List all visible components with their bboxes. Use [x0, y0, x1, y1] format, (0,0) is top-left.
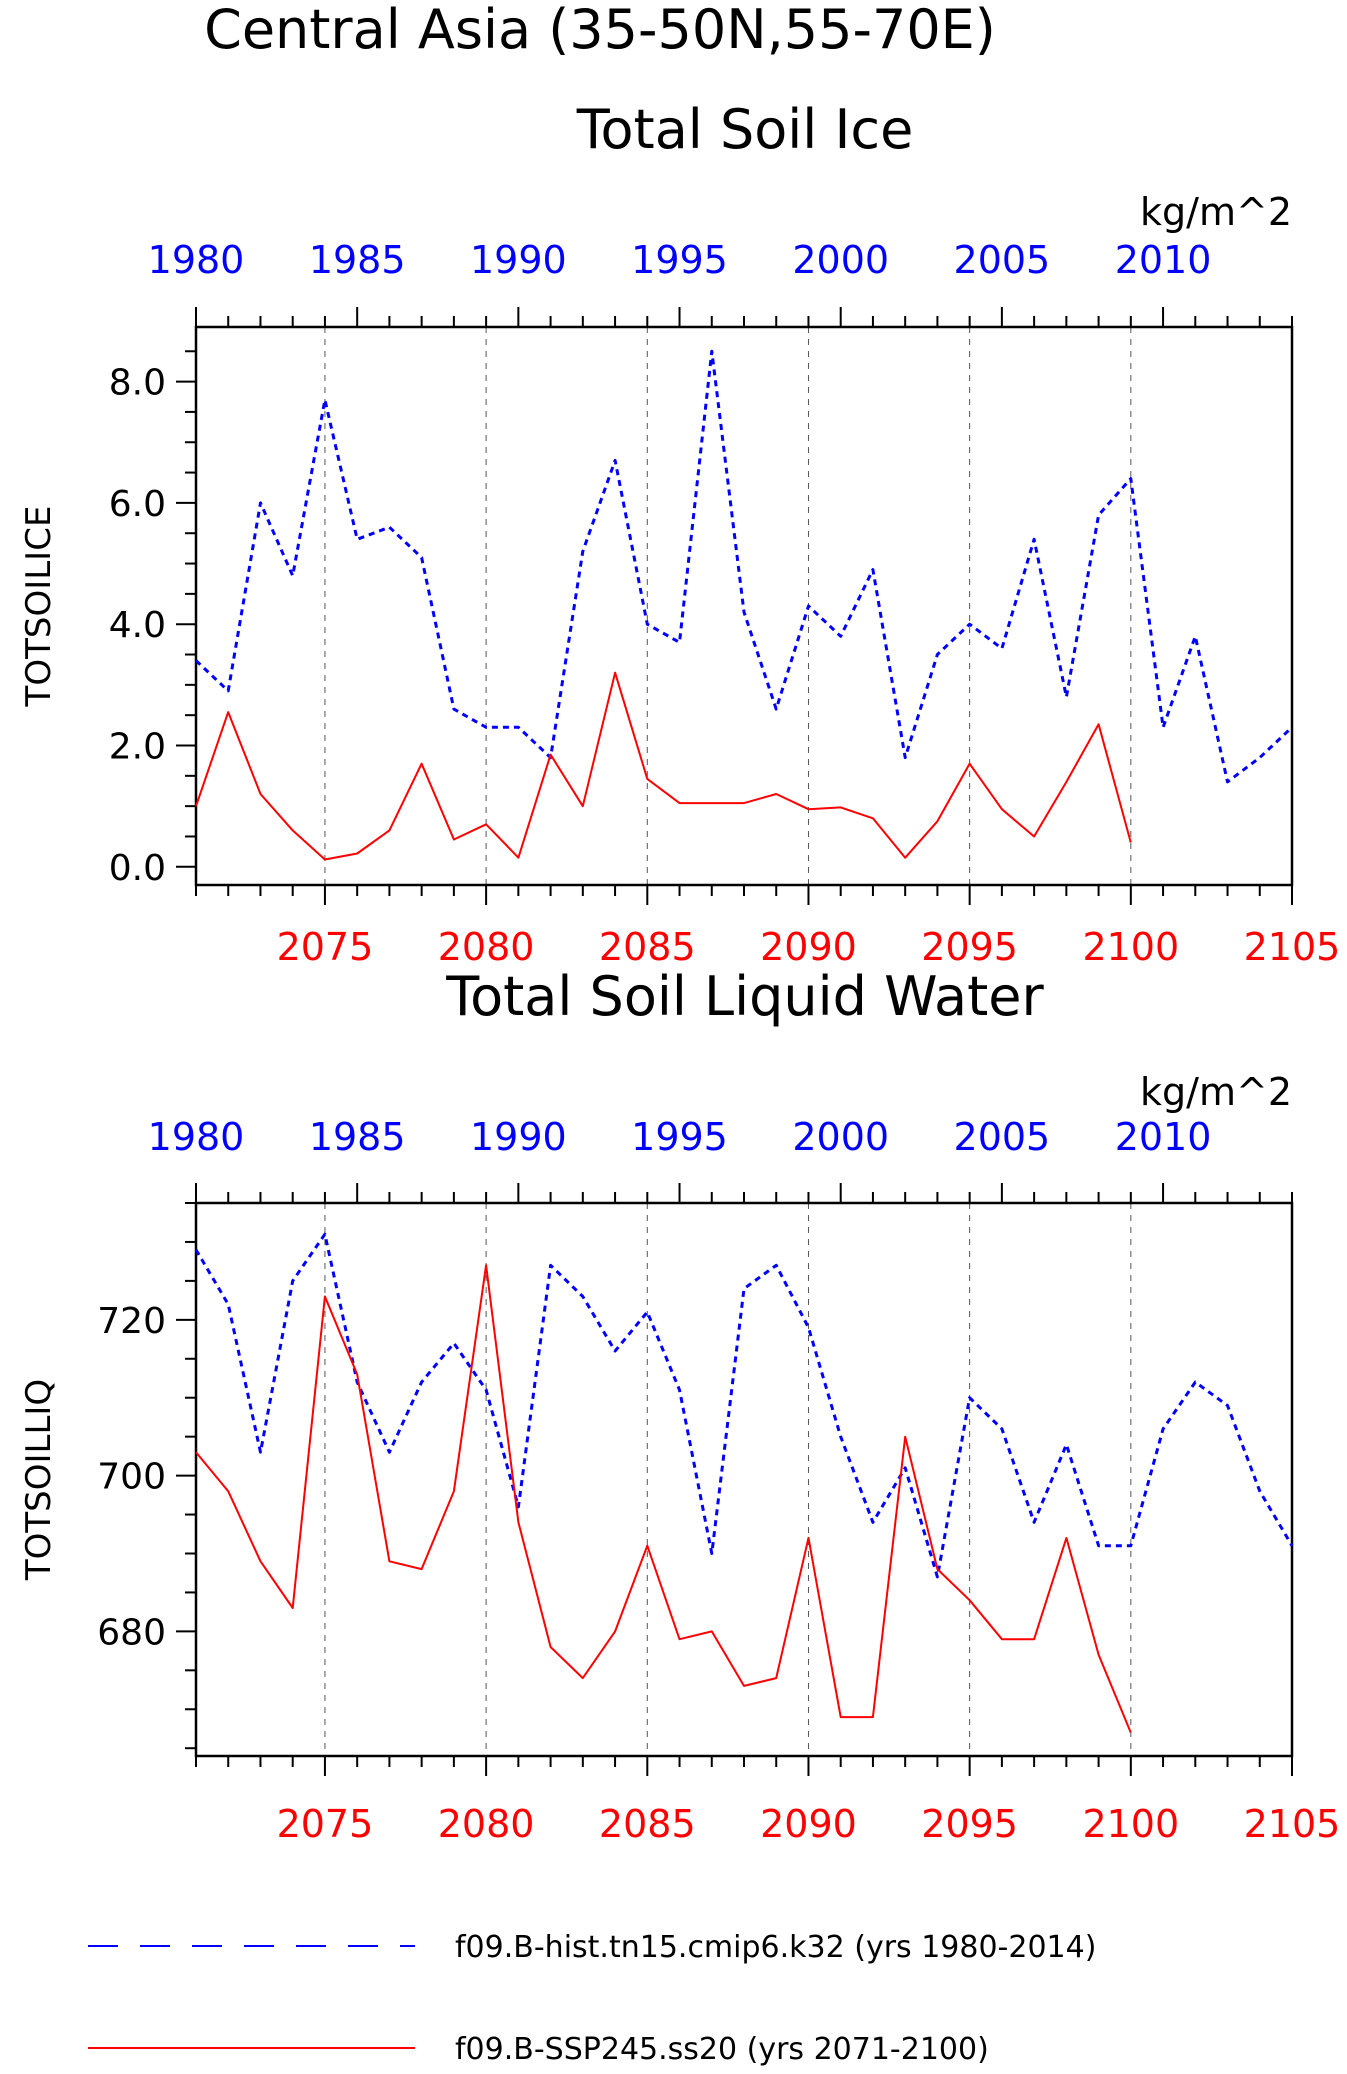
top-tick-label: 1980: [148, 1115, 245, 1159]
bottom-tick-label: 2085: [599, 925, 696, 969]
top-tick-label: 2005: [954, 238, 1051, 282]
bottom-tick-label: 2080: [438, 1802, 535, 1846]
bottom-tick-label: 2075: [277, 1802, 374, 1846]
top-tick-label: 1985: [309, 238, 406, 282]
bottom-tick-label: 2075: [277, 925, 374, 969]
series-line-hist: [194, 1232, 1294, 1579]
chart-panel-liq: Total Soil Liquid Water kg/m^2 TOTSOILLIQ 2…: [19, 965, 1340, 1846]
top-tick-label: 2000: [792, 238, 889, 282]
bottom-tick-label: 2105: [1244, 925, 1341, 969]
top-tick-label: 1985: [309, 1115, 406, 1159]
y-tick-label: 8.0: [109, 363, 166, 404]
y-tick-label: 2.0: [109, 727, 166, 768]
bottom-tick-label: 2090: [760, 925, 857, 969]
series-line-ssp245: [195, 1264, 1132, 1733]
bottom-tick-label: 2090: [760, 1802, 857, 1846]
y-tick-label: 0.0: [109, 848, 166, 889]
y-tick-label: 4.0: [109, 605, 166, 646]
bottom-tick-label: 2100: [1082, 1802, 1179, 1846]
y-tick-label: 6.0: [109, 484, 166, 525]
chart-title: Total Soil Liquid Water: [445, 965, 1044, 1028]
units-label: kg/m^2: [1140, 1070, 1292, 1114]
top-tick-label: 1980: [148, 238, 245, 282]
bottom-tick-label: 2085: [599, 1802, 696, 1846]
figure-title: Central Asia (35-50N,55-70E): [204, 0, 996, 61]
bottom-tick-label: 2095: [921, 925, 1018, 969]
y-tick-label: 700: [97, 1457, 166, 1498]
chart-panel-ice: Total Soil Ice kg/m^2 TOTSOILICE 2075 2080 20…: [19, 98, 1340, 969]
y-tick-label: 720: [97, 1301, 166, 1342]
bottom-tick-label: 2080: [438, 925, 535, 969]
top-tick-label: 1995: [631, 1115, 728, 1159]
chart-title: Total Soil Ice: [576, 98, 914, 161]
plot-frame: [194, 1201, 1294, 1758]
bottom-tick-label: 2095: [921, 1802, 1018, 1846]
series-line-ssp245: [195, 671, 1132, 861]
plot-frame: [194, 325, 1294, 887]
bottom-tick-label: 2100: [1082, 925, 1179, 969]
top-tick-label: 1990: [470, 1115, 567, 1159]
top-tick-label: 2000: [792, 1115, 889, 1159]
top-tick-label: 1990: [470, 238, 567, 282]
y-axis-label: TOTSOILICE: [19, 506, 59, 708]
legend: f09.B-hist.tn15.cmip6.k32 (yrs 1980-2014…: [88, 1930, 1096, 2067]
top-tick-label: 2010: [1115, 238, 1212, 282]
y-axis-label: TOTSOILLIQ: [19, 1379, 59, 1581]
top-tick-label: 2010: [1115, 1115, 1212, 1159]
units-label: kg/m^2: [1140, 190, 1292, 234]
legend-label-ssp245: f09.B-SSP245.ss20 (yrs 2071-2100): [455, 2032, 989, 2067]
y-tick-label: 680: [97, 1612, 166, 1653]
top-tick-label: 1995: [631, 238, 728, 282]
top-tick-label: 2005: [954, 1115, 1051, 1159]
series-line-hist: [194, 349, 1294, 784]
legend-label-hist: f09.B-hist.tn15.cmip6.k32 (yrs 1980-2014…: [455, 1930, 1096, 1965]
bottom-tick-label: 2105: [1244, 1802, 1341, 1846]
